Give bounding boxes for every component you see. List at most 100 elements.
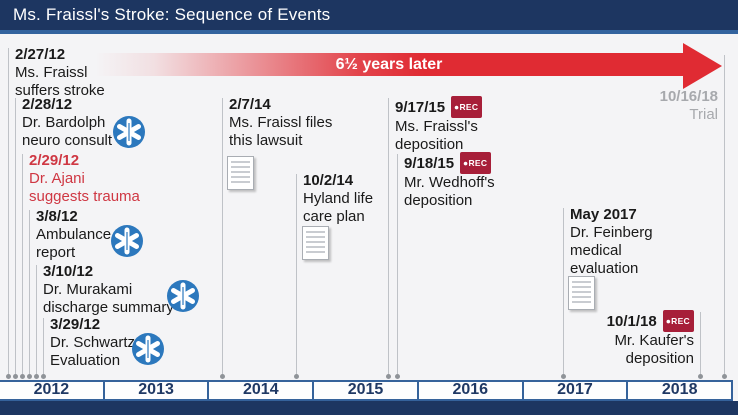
- event-date-text: 2/7/14: [229, 96, 271, 113]
- event-dot-wedhoff-deposition: [395, 374, 400, 379]
- event-wedhoff-deposition: 9/18/15 ●REC Mr. Wedhoff's deposition: [404, 152, 495, 210]
- event-date-text: 9/18/15: [404, 155, 455, 172]
- page-title: Ms. Fraissl's Stroke: Sequence of Events: [13, 5, 331, 24]
- event-date: 9/17/15 ●REC: [395, 96, 483, 118]
- event-date-text: 2/27/12: [15, 46, 66, 63]
- year-label-2018: 2018: [661, 381, 698, 398]
- event-text: Hyland life: [303, 190, 374, 207]
- event-date-text: May 2017: [570, 206, 637, 223]
- year-label-2017: 2017: [524, 382, 629, 399]
- rec-badge: ●REC: [662, 310, 694, 332]
- footer-bar: [0, 401, 738, 415]
- elapsed-time-label: 6½ years later: [335, 56, 443, 73]
- event-ajani-trauma: 2/29/12 Dr. Ajani suggests trauma: [29, 152, 140, 206]
- event-leader-line-murakami-summary: [36, 265, 37, 374]
- document-lines: [231, 161, 250, 185]
- event-text: deposition: [625, 350, 694, 367]
- event-dot-ambulance-report: [27, 374, 32, 379]
- event-text: neuro consult: [22, 132, 113, 149]
- event-dot-kaufer-deposition: [698, 374, 703, 379]
- event-leader-line-fraissl-deposition: [388, 98, 389, 374]
- year-axis: 2012 2013 2014 2015 2016 2017 2018: [0, 380, 733, 401]
- event-date-text: 3/29/12: [50, 316, 101, 333]
- rec-badge: ●REC: [460, 152, 492, 174]
- event-text: Dr. Schwartz: [50, 334, 136, 351]
- event-date-text: 3/8/12: [36, 208, 78, 225]
- event-text: Dr. Ajani: [29, 170, 85, 187]
- event-text: deposition: [404, 192, 473, 209]
- star-of-life-icon: [110, 224, 144, 258]
- event-dot-hyland-care-plan: [294, 374, 299, 379]
- document-lines: [306, 231, 325, 255]
- event-date: 3/29/12: [50, 316, 135, 334]
- event-date-text: 10/2/14: [303, 172, 354, 189]
- event-text: Ms. Fraissl files: [229, 114, 333, 131]
- event-text: medical: [570, 242, 622, 259]
- event-leader-line-stroke: [8, 48, 9, 374]
- event-leader-line-ajani-trauma: [22, 154, 23, 374]
- event-text: suggests trauma: [29, 188, 140, 205]
- event-trial: 10/16/18 Trial: [660, 88, 718, 124]
- event-date: May 2017: [570, 206, 653, 224]
- event-date-text: 3/10/12: [43, 263, 94, 280]
- event-date-text: 2/29/12: [29, 152, 80, 169]
- event-date-text: 10/1/18: [606, 313, 657, 330]
- title-bar: Ms. Fraissl's Stroke: Sequence of Events: [0, 0, 738, 30]
- event-leader-line-ambulance-report: [29, 210, 30, 374]
- event-date: 2/7/14: [229, 96, 332, 114]
- event-dot-schwartz-evaluation: [41, 374, 46, 379]
- year-label-2016: 2016: [419, 382, 524, 399]
- event-leader-line-wedhoff-deposition: [397, 154, 398, 374]
- event-bardolph-consult: 2/28/12 Dr. Bardolph neuro consult: [22, 96, 112, 150]
- event-date: 10/2/14: [303, 172, 373, 190]
- event-date: 3/8/12: [36, 208, 111, 226]
- event-text: this lawsuit: [229, 132, 303, 149]
- elapsed-time-arrow: [95, 53, 683, 76]
- event-dot-bardolph-consult: [13, 374, 18, 379]
- event-date: 2/29/12: [29, 152, 140, 170]
- year-label-2013: 2013: [105, 382, 210, 399]
- star-of-life-icon: [112, 115, 146, 149]
- event-feinberg-evaluation: May 2017 Dr. Feinberg medical evaluation: [570, 206, 653, 278]
- year-label-2012: 2012: [0, 382, 105, 399]
- event-text: Ms. Fraissl's: [395, 118, 478, 135]
- event-text: Dr. Feinberg: [570, 224, 653, 241]
- document-icon: [302, 226, 329, 260]
- event-dot-stroke: [6, 374, 11, 379]
- event-text: evaluation: [570, 260, 639, 277]
- document-icon: [227, 156, 254, 190]
- event-dot-fraissl-deposition: [386, 374, 391, 379]
- event-leader-line-kaufer-deposition: [700, 312, 701, 374]
- event-date: 10/1/18 ●REC: [607, 310, 694, 332]
- event-ambulance-report: 3/8/12 Ambulance report: [36, 208, 111, 262]
- event-dot-lawsuit-filed: [220, 374, 225, 379]
- event-leader-line-trial: [724, 55, 725, 374]
- year-label-2014: 2014: [209, 382, 315, 399]
- event-date-text: 10/16/18: [659, 88, 718, 105]
- event-dot-feinberg-evaluation: [561, 374, 566, 379]
- arrow-head-icon: [683, 43, 722, 89]
- event-dot-ajani-trauma: [20, 374, 25, 379]
- event-text: Trial: [689, 106, 718, 123]
- event-stroke: 2/27/12 Ms. Fraissl suffers stroke: [15, 46, 105, 100]
- event-date: 9/18/15 ●REC: [404, 152, 495, 174]
- event-date: 2/27/12: [15, 46, 105, 64]
- event-text: Dr. Bardolph: [22, 114, 106, 131]
- event-date: 3/10/12: [43, 263, 174, 281]
- event-dot-trial: [722, 374, 727, 379]
- star-of-life-icon: [131, 332, 165, 366]
- event-text: suffers stroke: [15, 82, 105, 99]
- event-murakami-summary: 3/10/12 Dr. Murakami discharge summary: [43, 263, 174, 317]
- event-leader-line-lawsuit-filed: [222, 98, 223, 374]
- event-date: 10/16/18: [660, 88, 718, 106]
- rec-badge: ●REC: [451, 96, 483, 118]
- event-hyland-care-plan: 10/2/14 Hyland life care plan: [303, 172, 373, 226]
- title-accent-strip: [0, 30, 738, 34]
- event-leader-line-schwartz-evaluation: [43, 318, 44, 374]
- event-dot-murakami-summary: [34, 374, 39, 379]
- event-lawsuit-filed: 2/7/14 Ms. Fraissl files this lawsuit: [229, 96, 332, 150]
- event-date-text: 9/17/15: [395, 99, 446, 116]
- document-lines: [572, 281, 591, 305]
- event-text: Evaluation: [50, 352, 121, 369]
